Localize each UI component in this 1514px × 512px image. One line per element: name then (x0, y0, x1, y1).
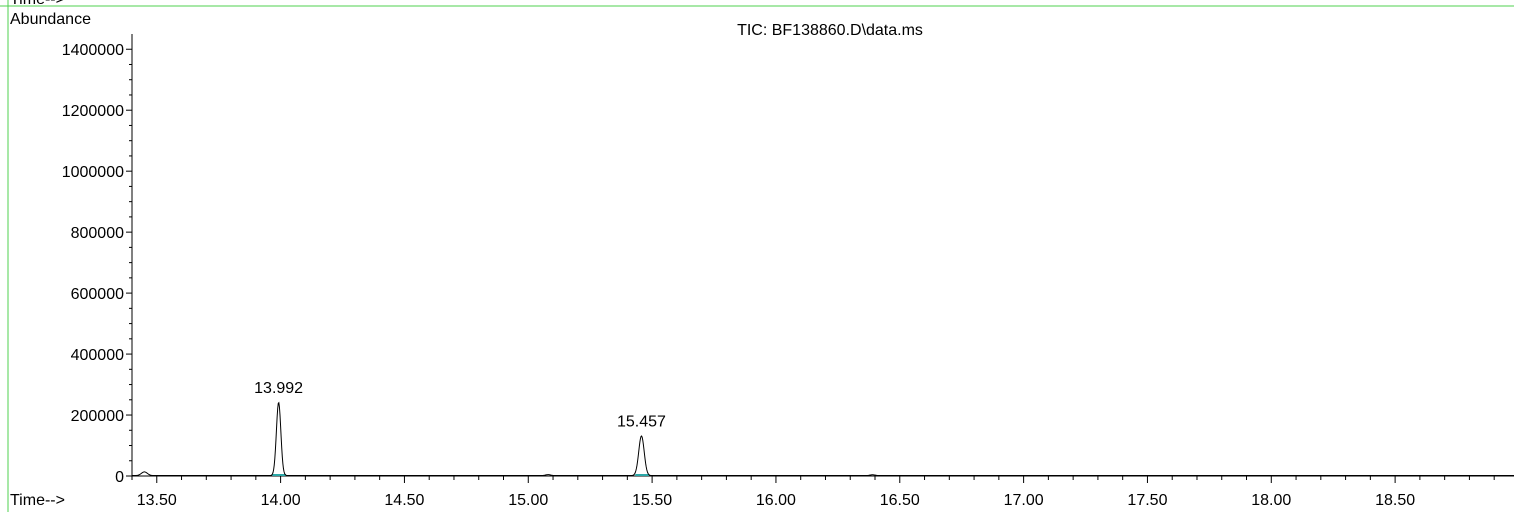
y-tick-label: 1200000 (62, 103, 124, 120)
y-tick-label: 400000 (71, 347, 124, 364)
y-axis-label: Abundance (10, 11, 91, 28)
x-tick-label: 16.50 (880, 492, 920, 509)
peak-label: 13.992 (254, 380, 303, 397)
y-ticks-group: 0 200000 400000 600000 800000 1000000 1200000 1… (62, 42, 132, 486)
x-tick-label: 13.50 (137, 492, 177, 509)
x-tick-label: 18.00 (1251, 492, 1291, 509)
y-tick-label: 800000 (71, 225, 124, 242)
y-tick-label: 200000 (71, 408, 124, 425)
y-tick-label: 1400000 (62, 42, 124, 59)
x-tick-label: 17.00 (1004, 492, 1044, 509)
x-axis-label: Time--> (10, 492, 65, 509)
x-tick-label: 16.00 (756, 492, 796, 509)
x-tick-label: 15.00 (508, 492, 548, 509)
top-time-label-fragment: Time--> (10, 0, 65, 8)
peak-annotations-group: 13.992 15.457 (254, 380, 666, 431)
x-tick-label: 14.50 (384, 492, 424, 509)
y-tick-label: 1000000 (62, 164, 124, 181)
y-tick-label: 600000 (71, 286, 124, 303)
x-tick-label: 15.50 (632, 492, 672, 509)
peak-label: 15.457 (617, 413, 666, 430)
tic-trace-line (132, 401, 1514, 477)
x-tick-label: 17.50 (1127, 492, 1167, 509)
chart-title: TIC: BF138860.D\data.ms (737, 22, 923, 39)
x-tick-label: 14.00 (261, 492, 301, 509)
x-ticks-group: 13.50 14.00 14.50 15.00 15.50 16.00 16.50 17.00… (131, 476, 1495, 509)
x-tick-label: 18.50 (1375, 492, 1415, 509)
y-tick-label: 0 (115, 469, 124, 486)
